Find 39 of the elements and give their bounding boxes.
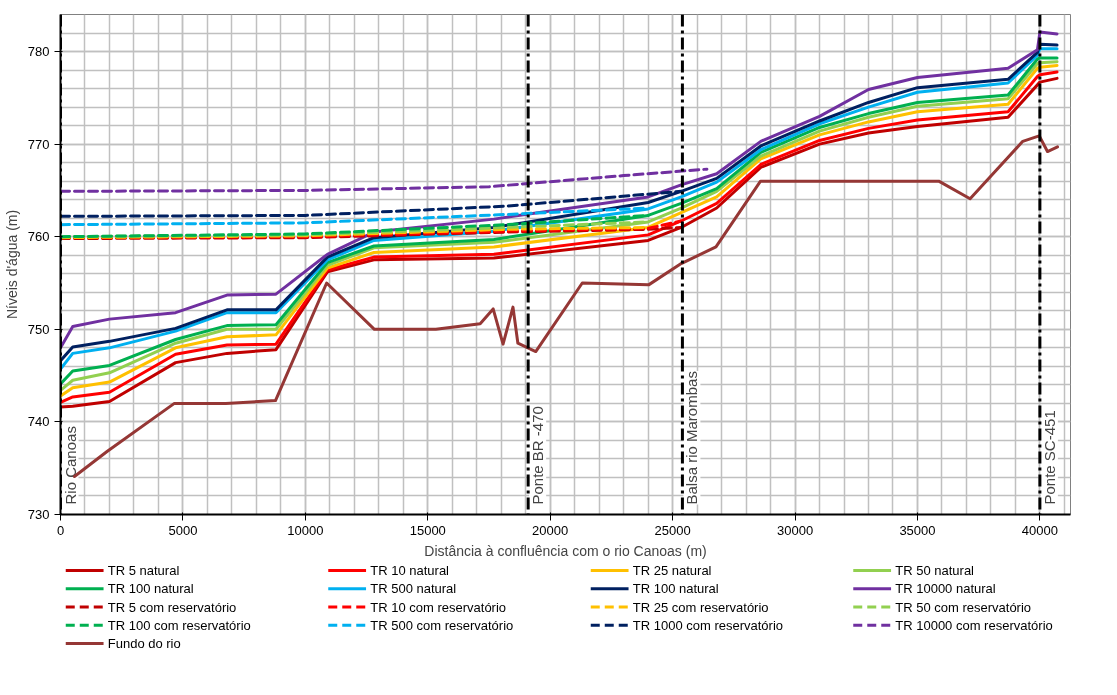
y-tick-label: 740 [27, 414, 50, 430]
x-tick-label: 10000 [287, 522, 324, 538]
y-tick-label: 750 [27, 321, 50, 337]
y-tick-label: 780 [27, 44, 50, 60]
x-axis-title: Distância à confluência com o rio Canoas (m) [424, 542, 707, 559]
y-axis-title: Níveis d'água (m) [3, 209, 20, 320]
x-tick-label: 40000 [1021, 522, 1058, 538]
y-tick-label: 730 [27, 507, 50, 522]
ref-line-label: Rio Canoas [61, 426, 79, 505]
legend-label: TR 500 natural [370, 581, 457, 597]
legend-label: TR 50 natural [895, 563, 975, 579]
ref-line-label: Balsa rio Marombas [683, 371, 701, 505]
x-tick-label: 15000 [409, 522, 446, 538]
line-series [60, 167, 709, 193]
legend-label: TR 25 natural [632, 563, 712, 579]
ref-line-label: Ponte BR -470 [529, 406, 547, 505]
legend-label: Fundo do rio [107, 635, 181, 651]
legend-label: TR 10 com reservatório [370, 599, 507, 615]
x-tick-label: 35000 [899, 522, 936, 538]
y-tick-label: 760 [27, 229, 50, 245]
x-tick-label: 30000 [776, 522, 814, 538]
legend-label: TR 5 natural [107, 563, 180, 579]
x-tick-label: 0 [56, 522, 65, 538]
legend-label: TR 10000 natural [895, 581, 996, 597]
legend-label: TR 100 natural [632, 581, 719, 597]
legend-label: TR 5 com reservatório [107, 599, 237, 615]
legend-label: TR 1000 com reservatório [632, 617, 784, 633]
x-tick-label: 5000 [168, 522, 198, 538]
x-tick-label: 25000 [654, 522, 691, 538]
ref-line-label: Ponte SC-451 [1040, 410, 1058, 505]
legend-label: TR 10000 com reservatório [895, 617, 1053, 633]
legend-label: TR 100 com reservatório [107, 617, 251, 633]
legend-label: TR 500 com reservatório [370, 617, 514, 633]
legend-label: TR 10 natural [370, 563, 450, 579]
legend-label: TR 25 com reservatório [632, 599, 769, 615]
x-tick-label: 20000 [532, 522, 569, 538]
y-tick-label: 770 [27, 136, 50, 152]
legend-label: TR 50 com reservatório [895, 599, 1032, 615]
legend-label: TR 100 natural [107, 581, 194, 597]
